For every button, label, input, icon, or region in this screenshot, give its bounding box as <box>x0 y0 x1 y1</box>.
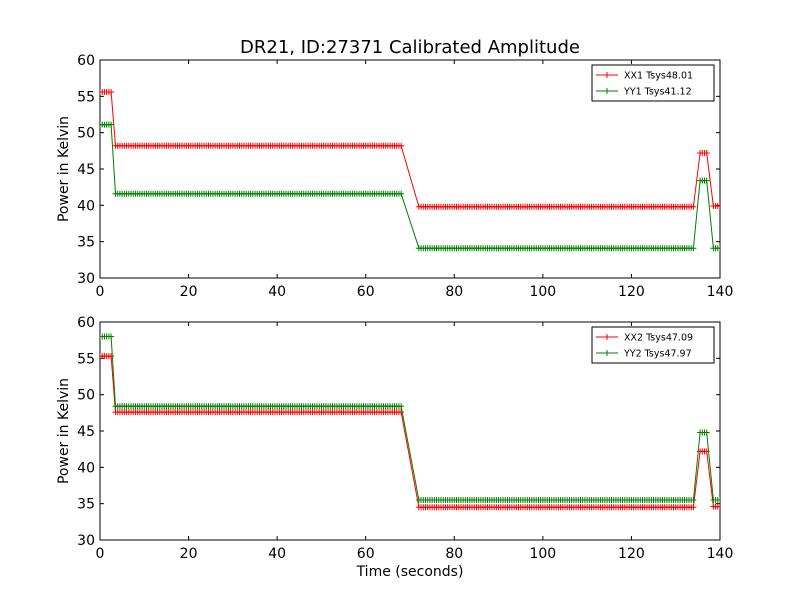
legend-label: YY2 Tsys47.97 <box>623 349 692 360</box>
data-point-marker <box>108 333 115 340</box>
data-point-marker <box>690 203 697 210</box>
legend-marker <box>604 334 610 340</box>
legend-marker <box>604 350 610 356</box>
y-tick-label: 30 <box>77 533 95 549</box>
y-tick-label: 30 <box>77 271 95 287</box>
legend-label: YY1 Tsys41.12 <box>623 87 692 98</box>
y-tick-label: 50 <box>77 388 95 404</box>
data-point-marker <box>690 245 697 252</box>
data-point-marker <box>398 409 405 416</box>
data-point-marker <box>717 503 720 510</box>
legend-marker <box>604 88 610 94</box>
y-axis-label: Power in Kelvin <box>56 116 72 222</box>
data-point-marker <box>703 429 710 436</box>
y-tick-label: 35 <box>77 235 95 251</box>
y-tick-label: 40 <box>77 198 95 214</box>
data-point-marker <box>398 142 405 149</box>
legend: XX1 Tsys48.01 YY1 Tsys41.12 <box>591 64 715 102</box>
data-point-marker <box>398 190 405 197</box>
series-1 <box>100 88 720 210</box>
x-tick-label: 100 <box>529 546 556 562</box>
data-point-marker <box>717 497 720 504</box>
x-tick-label: 100 <box>529 284 556 300</box>
x-tick-label: 120 <box>618 284 645 300</box>
data-point-marker <box>108 121 115 128</box>
y-tick-label: 35 <box>77 497 95 513</box>
series-2 <box>100 333 720 504</box>
subplot-2: Power in Kelvin 0 20 40 60 80 100 120 140 30 35 40 4… <box>56 315 733 562</box>
y-tick-label: 55 <box>77 351 95 367</box>
data-point-marker <box>717 245 720 252</box>
y-tick-label: 50 <box>77 126 95 142</box>
y-axis-label: Power in Kelvin <box>56 378 72 484</box>
legend-label: XX1 Tsys48.01 <box>624 71 693 82</box>
x-tick-label: 60 <box>357 546 375 562</box>
series-1 <box>100 353 720 511</box>
legend-box <box>591 326 715 364</box>
x-tick-label: 20 <box>180 284 198 300</box>
y-tick-label: 60 <box>77 53 95 69</box>
legend: XX2 Tsys47.09 YY2 Tsys47.97 <box>591 326 715 364</box>
data-point-marker <box>398 403 405 410</box>
x-tick-label: 80 <box>445 284 463 300</box>
legend-box <box>591 64 715 102</box>
data-point-marker <box>108 88 115 95</box>
data-point-marker <box>108 353 115 360</box>
legend-label: XX2 Tsys47.09 <box>624 333 693 344</box>
x-tick-label: 120 <box>618 546 645 562</box>
data-point-marker <box>717 203 720 210</box>
data-point-marker <box>690 504 697 511</box>
x-tick-label: 60 <box>357 284 375 300</box>
subplot-1: Power in Kelvin 0 20 40 60 80 100 120 140 30 35 40 4… <box>56 53 733 300</box>
y-tick-label: 45 <box>77 424 95 440</box>
legend-marker <box>604 72 610 78</box>
x-tick-label: 0 <box>96 546 105 562</box>
subplots: Power in Kelvin 0 20 40 60 80 100 120 140 30 35 40 4… <box>56 53 733 562</box>
y-tick-label: 60 <box>77 315 95 331</box>
x-tick-label: 20 <box>180 546 198 562</box>
x-tick-label: 140 <box>707 284 734 300</box>
x-tick-label: 140 <box>707 546 734 562</box>
chart-title: DR21, ID:27371 Calibrated Amplitude <box>240 37 580 58</box>
series-2 <box>100 121 720 252</box>
data-point-marker <box>690 497 697 504</box>
y-tick-label: 40 <box>77 460 95 476</box>
x-tick-label: 80 <box>445 546 463 562</box>
x-tick-label: 40 <box>268 284 286 300</box>
data-point-marker <box>703 150 710 157</box>
y-tick-label: 55 <box>77 89 95 105</box>
x-tick-label: 40 <box>268 546 286 562</box>
x-axis-label: Time (seconds) <box>356 564 464 580</box>
x-tick-label: 0 <box>96 284 105 300</box>
data-point-marker <box>703 177 710 184</box>
y-tick-label: 45 <box>77 162 95 178</box>
